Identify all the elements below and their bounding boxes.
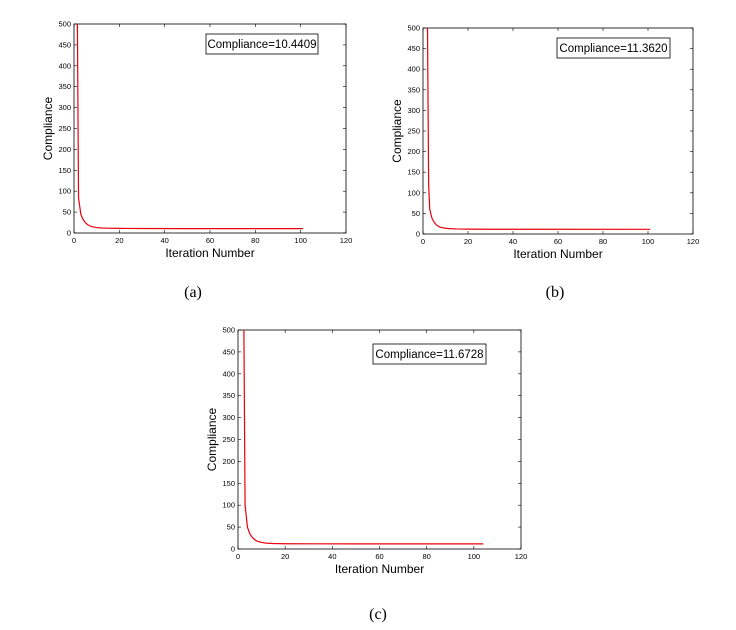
y-tick-label: 100 xyxy=(407,188,420,197)
y-tick-label: 400 xyxy=(407,65,420,74)
x-tick-label: 60 xyxy=(554,237,562,246)
y-tick-label: 500 xyxy=(222,326,235,335)
x-tick-label: 0 xyxy=(236,552,240,561)
panel-caption: (b) xyxy=(546,284,565,301)
y-tick-label: 200 xyxy=(222,457,235,466)
x-tick-label: 20 xyxy=(281,552,289,561)
x-tick-label: 100 xyxy=(468,552,481,561)
x-tick-label: 80 xyxy=(251,236,259,245)
plot-frame xyxy=(422,27,694,235)
x-tick-label: 100 xyxy=(642,237,655,246)
y-tick-label: 50 xyxy=(412,209,420,218)
x-axis-label: Iteration Number xyxy=(513,247,602,261)
chart-panel-a: 0 20 40 60 80 100 120 0 50 100 150 200 250 300 350 400 4… xyxy=(41,20,352,302)
series-line-0 xyxy=(243,330,484,545)
y-axis-label: Compliance xyxy=(41,96,55,160)
y-tick-label: 50 xyxy=(227,523,235,532)
y-tick-label: 150 xyxy=(407,168,420,177)
y-tick-label: 400 xyxy=(222,369,235,378)
y-tick-label: 200 xyxy=(58,145,71,154)
x-tick-label: 80 xyxy=(422,552,430,561)
y-tick-label: 350 xyxy=(222,391,235,400)
chart-panel-c: 0 20 40 60 80 100 120 0 50 100 150 200 250 300 350 400 4… xyxy=(205,326,527,624)
annotation-text: Compliance=11.6728 xyxy=(375,349,483,361)
x-tick-label: 60 xyxy=(206,236,214,245)
y-tick-label: 100 xyxy=(58,187,71,196)
y-tick-label: 0 xyxy=(416,230,420,239)
y-tick-label: 500 xyxy=(407,24,420,33)
y-tick-label: 350 xyxy=(407,85,420,94)
series-line-0 xyxy=(76,24,303,230)
x-tick-label: 40 xyxy=(328,552,336,561)
x-tick-label: 120 xyxy=(515,552,528,561)
annotation-text: Compliance=10.4409 xyxy=(207,39,316,51)
y-tick-label: 500 xyxy=(58,20,71,29)
x-tick-label: 80 xyxy=(599,237,607,246)
y-tick-label: 250 xyxy=(222,435,235,444)
y-axis-label: Compliance xyxy=(390,99,404,163)
chart-panel-b: 0 20 40 60 80 100 120 0 50 100 150 200 250 300 350 400 4… xyxy=(390,24,699,302)
x-tick-label: 20 xyxy=(115,236,123,245)
y-tick-label: 300 xyxy=(407,106,420,115)
x-tick-label: 100 xyxy=(294,236,307,245)
x-axis-label: Iteration Number xyxy=(165,246,254,260)
x-tick-label: 0 xyxy=(421,237,425,246)
y-tick-label: 250 xyxy=(407,127,420,136)
x-tick-label: 40 xyxy=(160,236,168,245)
x-tick-label: 120 xyxy=(687,237,700,246)
x-tick-label: 40 xyxy=(509,237,517,246)
y-tick-label: 0 xyxy=(67,229,71,238)
annotation-box xyxy=(556,37,671,59)
y-tick-label: 450 xyxy=(222,347,235,356)
y-tick-label: 100 xyxy=(222,501,235,510)
x-tick-label: 0 xyxy=(72,236,76,245)
x-tick-label: 60 xyxy=(375,552,383,561)
y-tick-label: 300 xyxy=(222,413,235,422)
panel-caption: (a) xyxy=(184,284,202,301)
annotation-box xyxy=(372,343,487,365)
annotation-box xyxy=(205,33,319,55)
y-tick-label: 150 xyxy=(58,166,71,175)
y-tick-label: 350 xyxy=(58,82,71,91)
y-tick-label: 0 xyxy=(231,545,235,554)
y-axis-label: Compliance xyxy=(205,407,219,471)
panel-caption: (c) xyxy=(369,606,387,623)
y-tick-label: 50 xyxy=(63,208,71,217)
y-tick-label: 450 xyxy=(407,44,420,53)
plot-frame xyxy=(73,23,347,234)
y-tick-label: 300 xyxy=(58,103,71,112)
x-tick-label: 20 xyxy=(464,237,472,246)
y-tick-label: 250 xyxy=(58,124,71,133)
y-tick-label: 150 xyxy=(222,479,235,488)
annotation-text: Compliance=11.3620 xyxy=(559,43,667,55)
y-tick-label: 450 xyxy=(58,40,71,49)
series-line-0 xyxy=(426,28,651,230)
y-tick-label: 400 xyxy=(58,61,71,70)
x-axis-label: Iteration Number xyxy=(335,562,424,576)
y-tick-label: 200 xyxy=(407,147,420,156)
x-tick-label: 120 xyxy=(340,236,353,245)
